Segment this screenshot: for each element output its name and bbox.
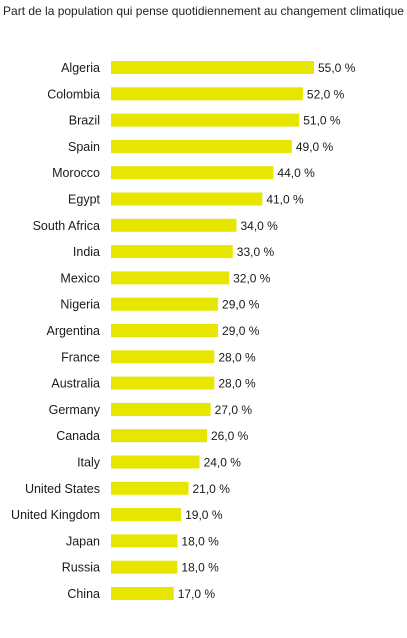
value-label: 26,0 %	[211, 429, 249, 443]
bar-united-states	[111, 481, 189, 495]
value-label: 41,0 %	[266, 193, 304, 207]
bar-italy	[111, 455, 200, 469]
value-label: 52,0 %	[307, 87, 345, 101]
bar-canada	[111, 429, 207, 443]
bar-algeria	[111, 61, 314, 74]
category-label: Mexico	[60, 271, 100, 285]
value-label: 24,0 %	[204, 456, 242, 470]
value-label: 21,0 %	[193, 482, 231, 496]
bar-mexico	[111, 271, 230, 285]
category-label: Canada	[56, 429, 100, 443]
category-label: Colombia	[47, 87, 100, 101]
value-label: 32,0 %	[233, 271, 271, 285]
category-label: Brazil	[69, 114, 100, 128]
chart-title: Part de la population qui pense quotidie…	[3, 4, 404, 18]
bar-egypt	[111, 192, 263, 206]
category-label: Spain	[68, 140, 100, 154]
value-label: 51,0 %	[303, 114, 341, 128]
value-label: 18,0 %	[181, 534, 219, 548]
bar-nigeria	[111, 297, 219, 311]
category-label: Japan	[66, 534, 100, 548]
bar-united-kingdom	[111, 508, 182, 522]
category-label: South Africa	[33, 219, 100, 233]
bar-france	[111, 350, 215, 364]
bar-colombia	[111, 87, 303, 101]
bar-morocco	[111, 166, 274, 180]
bar-australia	[111, 376, 215, 390]
category-label: Algeria	[61, 61, 100, 75]
category-label: Argentina	[46, 324, 100, 338]
category-label: France	[61, 350, 100, 364]
bar-india	[111, 245, 233, 259]
value-label: 18,0 %	[181, 561, 219, 575]
value-label: 33,0 %	[237, 245, 275, 259]
value-label: 34,0 %	[240, 219, 278, 233]
bar-russia	[111, 560, 178, 574]
category-label: China	[67, 587, 100, 601]
value-label: 27,0 %	[215, 403, 253, 417]
bar-argentina	[111, 324, 219, 337]
value-label: 17,0 %	[178, 587, 216, 601]
value-label: 29,0 %	[222, 324, 260, 338]
bar-germany	[111, 402, 211, 416]
bar-spain	[111, 139, 292, 153]
category-label: Germany	[49, 403, 101, 417]
category-label: Morocco	[52, 166, 100, 180]
value-label: 55,0 %	[318, 61, 356, 75]
value-label: 28,0 %	[218, 377, 256, 391]
bar-brazil	[111, 113, 300, 127]
category-label: United States	[25, 482, 100, 496]
value-label: 29,0 %	[222, 298, 260, 312]
bar-china	[111, 587, 174, 600]
value-label: 28,0 %	[218, 350, 256, 364]
value-label: 19,0 %	[185, 508, 223, 522]
category-label: Australia	[51, 377, 100, 391]
category-label: Italy	[77, 456, 101, 470]
bar-japan	[111, 534, 178, 548]
value-label: 44,0 %	[277, 166, 315, 180]
category-label: Nigeria	[60, 298, 100, 312]
category-label: United Kingdom	[11, 508, 100, 522]
value-label: 49,0 %	[296, 140, 334, 154]
category-label: Egypt	[68, 193, 100, 207]
category-label: India	[73, 245, 100, 259]
bar-south-africa	[111, 218, 237, 232]
category-label: Russia	[62, 561, 100, 575]
